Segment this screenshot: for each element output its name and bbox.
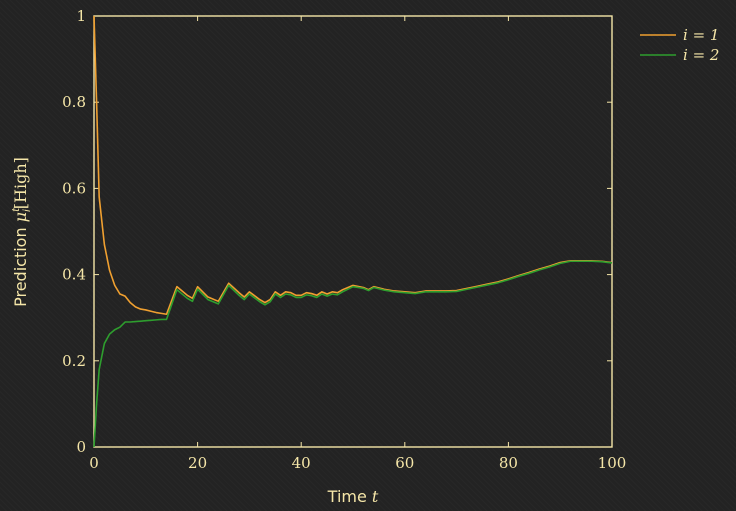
legend-label-1: i = 1 <box>683 26 719 44</box>
x-axis-label: Time t <box>327 487 379 506</box>
y-tick-label: 0.2 <box>62 352 86 370</box>
tick-labels: 0 20 40 60 80 100 0 0.2 0.4 0.6 0.8 1 <box>62 7 626 472</box>
y-tick-label: 0.6 <box>62 179 86 197</box>
y-axis-label: Prediction μti[High] <box>11 157 33 307</box>
y-tick-label: 0.8 <box>62 93 86 111</box>
series-line-1 <box>93 15 613 316</box>
series-layer <box>93 15 613 448</box>
legend-label-2: i = 2 <box>683 46 719 64</box>
x-tick-label: 100 <box>598 454 627 472</box>
x-tick-label: 0 <box>89 454 99 472</box>
y-tick-label: 1 <box>76 7 86 25</box>
series-line-2 <box>93 260 613 448</box>
x-tick-label: 80 <box>499 454 518 472</box>
x-tick-label: 20 <box>188 454 207 472</box>
tick-marks <box>93 15 613 448</box>
plot-frame <box>93 15 613 448</box>
x-tick-label: 60 <box>395 454 414 472</box>
x-tick-label: 40 <box>292 454 311 472</box>
y-tick-label: 0 <box>76 438 86 456</box>
y-tick-label: 0.4 <box>62 266 86 284</box>
legend: i = 1 i = 2 <box>640 26 719 64</box>
